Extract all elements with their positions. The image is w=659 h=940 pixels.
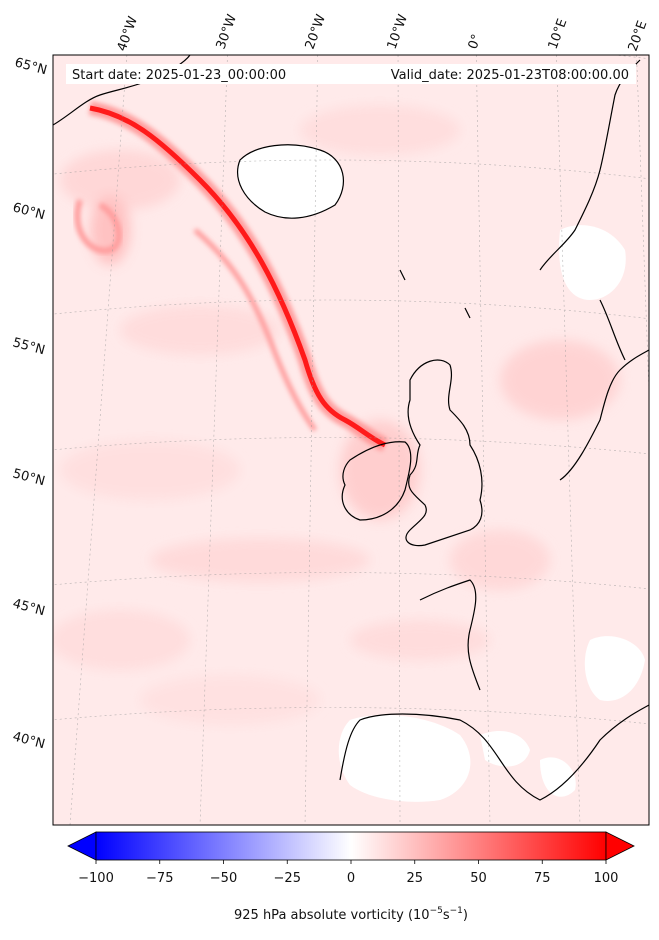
lon-label: 40°W [115,14,141,53]
colorbar-gradient [95,831,607,861]
gridlines [53,55,649,825]
colorbar-tick-label: 25 [406,871,423,886]
norway-coast [539,59,641,271]
greenland-eddy [74,199,122,254]
start-date-label: Start date: 2025-01-23_00:00:00 [72,68,286,83]
lat-label: 65°N [13,55,49,78]
iberia-coast [339,704,649,801]
shetland-islands [399,269,471,319]
map-panel [53,55,649,825]
lon-label: 20°W [303,12,329,51]
colorbar-tick-label: −50 [210,871,237,886]
vorticity-field-patches [53,105,620,725]
map-frame [52,54,650,826]
colorbar-label: 925 hPa absolute vorticity (10−5s−1) [234,906,468,923]
lat-label: 60°N [11,200,47,223]
colorbar-extend-min [67,831,97,861]
colorbar-ticks [95,860,607,864]
colorbar-tick-labels: −100 −75 −50 −25 0 25 50 75 100 [78,871,618,886]
lon-label: 30°W [214,12,240,51]
lon-label: 0° [466,32,485,51]
colorbar-tick-label: 100 [594,871,619,886]
frontal-vorticity-band [89,105,387,448]
header-background [66,64,636,84]
coastlines [53,55,649,801]
colorbar-tick-label: 75 [534,871,551,886]
denmark-baltic-coast [559,349,649,481]
valid-date-label: Valid_date: 2025-01-23T08:00:00.00 [391,68,629,83]
lat-label: 40°N [11,729,47,752]
colorbar-tick-label: 0 [347,871,355,886]
iceland-coast [237,144,344,219]
lon-label: 10°E [546,17,571,52]
lat-label: 50°N [11,466,47,489]
france-coast [419,579,481,691]
colorbar-tick-label: −75 [146,871,173,886]
ireland-coast [341,441,412,521]
colorbar-tick-label: −100 [78,871,114,886]
colorbar-tick-label: −25 [274,871,301,886]
lon-label: 10°W [385,12,411,51]
sweden-coast [599,299,626,361]
latitude-labels: 65°N 60°N 55°N 50°N 45°N 40°N [11,55,49,752]
colorbar-tick-label: 50 [470,871,487,886]
longitude-labels: 40°W 30°W 20°W 10°W 0° 10°E 20°E [115,12,651,53]
lat-label: 55°N [11,335,47,358]
colorbar: −100 −75 −50 −25 0 25 50 75 100 925 hPa … [67,831,635,923]
lat-label: 45°N [11,596,47,619]
secondary-vorticity-band [193,228,318,432]
colorbar-extend-max [605,831,635,861]
great-britain-coast [405,359,483,547]
land-low-vorticity [237,144,645,802]
lon-label: 20°E [626,19,651,54]
